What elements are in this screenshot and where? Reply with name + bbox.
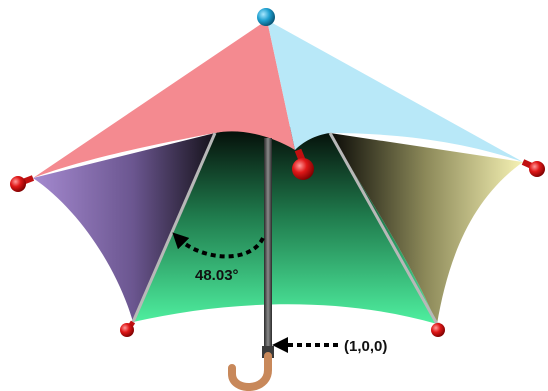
umbrella-handle [232,356,268,387]
top-ball [257,8,275,26]
canopy-blue-panel [267,20,523,162]
angle-label: 48.03° [195,267,239,284]
tip-bottom-left [120,322,134,337]
tip-bottom-right [431,323,445,337]
tip-left [10,176,33,192]
direction-vector-label: (1,0,0) [344,338,387,355]
umbrella-shaft [264,138,272,358]
tip-right [523,161,545,177]
